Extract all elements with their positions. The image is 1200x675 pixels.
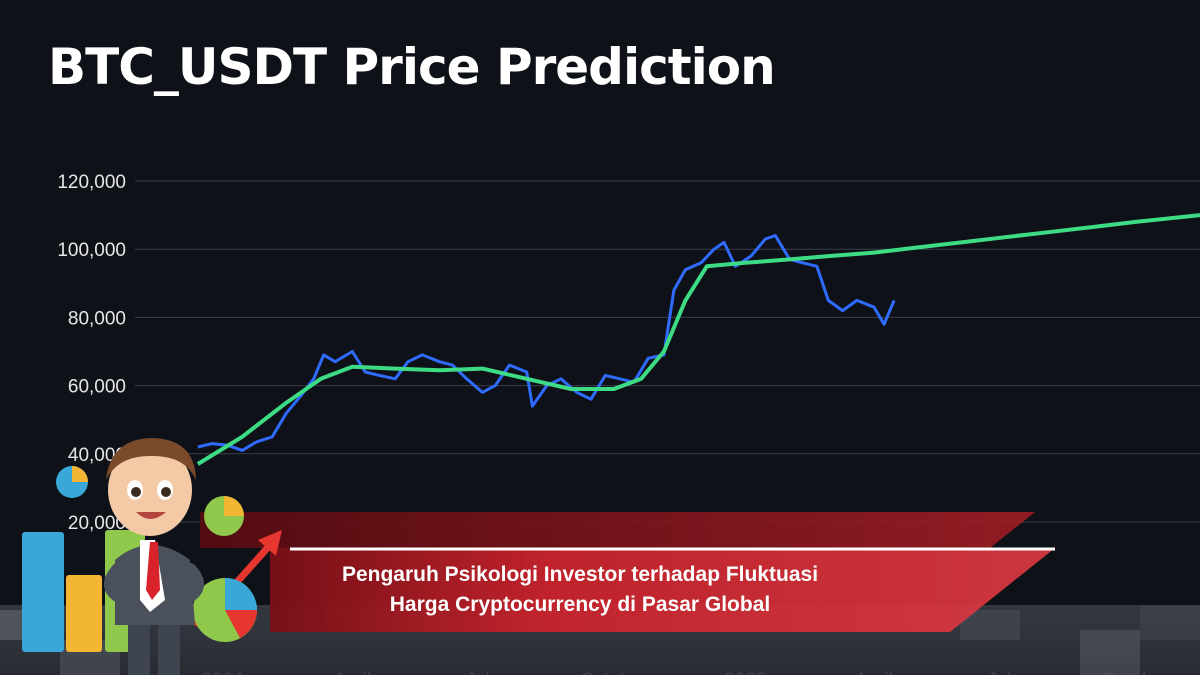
y-tick-label: 100,000 <box>57 240 126 261</box>
x-tick-label: July <box>987 670 1021 675</box>
y-tick-label: 120,000 <box>57 172 126 193</box>
x-tick-label: 2025 <box>724 670 766 675</box>
x-axis: 2024 April July October 2025 April July October <box>201 670 1170 675</box>
page-title: BTC_USDT Price Prediction <box>48 38 776 96</box>
y-axis: 20,000 40,000 60,000 80,000 100,000 120,000 <box>57 172 126 534</box>
x-tick-label: April <box>855 670 893 675</box>
y-tick-label: 80,000 <box>68 308 126 329</box>
y-tick-label: 20,000 <box>68 513 126 534</box>
x-tick-label: April <box>333 670 371 675</box>
series-line-actual <box>197 234 896 452</box>
x-tick-label: October <box>1102 670 1170 675</box>
x-tick-label: July <box>465 670 499 675</box>
banner-line-2: Harga Cryptocurrency di Pasar Global <box>389 593 771 616</box>
x-tick-label: October <box>580 670 648 675</box>
banner-line-1: Pengaruh Psikologi Investor terhadap Flu… <box>341 563 819 586</box>
y-tick-label: 40,000 <box>68 445 126 466</box>
x-tick-label: 2024 <box>201 670 244 675</box>
series-layer <box>196 213 1200 466</box>
series-line-predicted <box>196 213 1200 466</box>
y-tick-label: 60,000 <box>68 377 126 398</box>
